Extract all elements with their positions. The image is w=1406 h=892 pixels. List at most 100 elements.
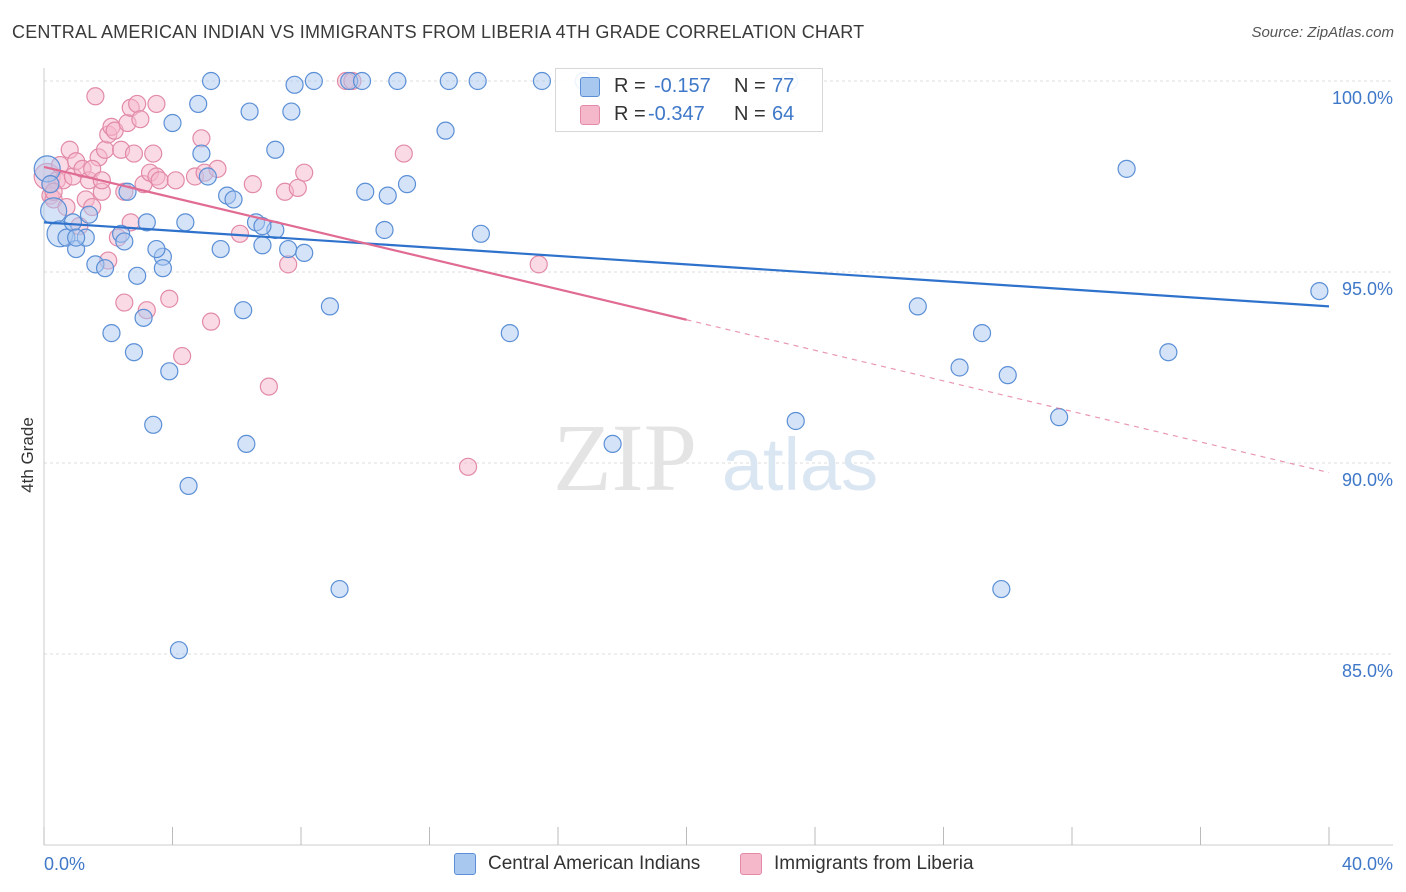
point-central-american-indians-10	[102, 324, 121, 343]
point-central-american-indians-37	[253, 236, 272, 255]
point-central-american-indians-21	[160, 362, 179, 381]
point-central-american-indians-54	[439, 71, 458, 91]
point-immigrants-liberia-38	[147, 94, 166, 114]
point-immigrants-liberia-40	[160, 289, 179, 308]
trend-line-immigrants-liberia	[43, 165, 687, 321]
point-immigrants-liberia-36	[144, 144, 163, 163]
legend-swatch-blue	[580, 77, 600, 97]
point-central-american-indians-28	[198, 167, 217, 186]
point-central-american-indians-66	[972, 324, 992, 343]
point-central-american-indians-50	[375, 220, 394, 240]
point-central-american-indians-70	[1117, 159, 1136, 178]
legend-r-label-pink: R =	[614, 103, 646, 125]
legend-r-label-blue: R =	[614, 75, 646, 97]
point-central-american-indians-46	[330, 579, 349, 599]
point-central-american-indians-20	[153, 259, 172, 278]
point-central-american-indians-53	[397, 175, 417, 194]
x-tick-label-1: 40.0%	[1342, 854, 1393, 874]
y-tick-label-3: 85.0%	[1342, 661, 1393, 681]
watermark-zip: ZIP	[553, 404, 697, 511]
trend-layer	[43, 165, 1330, 474]
point-central-american-indians-72	[1310, 282, 1329, 301]
point-immigrants-liberia-44	[192, 129, 211, 148]
point-immigrants-liberia-53	[288, 178, 307, 198]
y-tick-label-2: 90.0%	[1342, 470, 1393, 490]
point-central-american-indians-15	[128, 266, 147, 285]
point-central-american-indians-44	[304, 71, 323, 91]
point-central-american-indians-9	[95, 259, 115, 278]
point-central-american-indians-35	[240, 102, 259, 121]
point-immigrants-liberia-30	[124, 144, 144, 163]
point-immigrants-liberia-49	[243, 175, 262, 194]
watermark: ZIP atlas	[553, 404, 878, 511]
point-immigrants-liberia-52	[279, 255, 298, 274]
point-immigrants-liberia-32	[131, 110, 150, 129]
point-central-american-indians-75	[147, 239, 166, 259]
point-central-american-indians-58	[500, 324, 519, 343]
point-immigrants-liberia-58	[458, 457, 478, 476]
bottom-legend-swatch-blue	[454, 853, 476, 875]
trend-line-central-american-indians	[43, 221, 1330, 308]
axes-layer	[43, 68, 1393, 846]
bottom-legend-pink: Immigrants from Liberia	[740, 851, 974, 877]
point-central-american-indians-56	[468, 71, 487, 91]
source-label: Source: ZipAtlas.com	[1251, 24, 1394, 41]
chart-title: CENTRAL AMERICAN INDIAN VS IMMIGRANTS FR…	[12, 22, 865, 42]
point-central-american-indians-17	[137, 213, 156, 232]
tick-labels-layer: 100.0% 95.0% 90.0% 85.0% 0.0% 40.0%	[44, 88, 1393, 874]
point-immigrants-liberia-18	[95, 140, 115, 159]
point-central-american-indians-7	[79, 205, 99, 224]
point-central-american-indians-24	[176, 213, 195, 232]
point-immigrants-liberia-57	[394, 144, 413, 163]
point-central-american-indians-71	[1159, 343, 1178, 362]
point-central-american-indians-18	[144, 415, 163, 434]
correlation-legend: R = -0.157 N = 77 R = -0.347 N = 64	[555, 68, 823, 132]
point-central-american-indians-14	[124, 343, 144, 362]
bottom-legend-label-pink: Immigrants from Liberia	[774, 853, 974, 874]
point-central-american-indians-23	[169, 641, 189, 660]
point-central-american-indians-76	[253, 217, 272, 236]
point-central-american-indians-59	[532, 71, 552, 91]
point-central-american-indians-16	[134, 308, 153, 327]
point-immigrants-liberia-39	[150, 171, 169, 190]
point-central-american-indians-65	[950, 358, 969, 377]
point-central-american-indians-67	[992, 579, 1011, 599]
point-central-american-indians-45	[320, 297, 340, 316]
point-central-american-indians-41	[282, 102, 301, 121]
point-central-american-indians-26	[189, 94, 208, 114]
legend-r-value-blue: -0.157	[654, 75, 711, 97]
point-central-american-indians-68	[998, 366, 1017, 385]
point-central-american-indians-48	[352, 71, 372, 91]
bottom-legend-blue: Central American Indians	[454, 851, 700, 877]
legend-r-value-pink: -0.347	[648, 103, 705, 125]
point-immigrants-liberia-41	[166, 171, 185, 190]
point-central-american-indians-69	[1050, 408, 1069, 427]
point-immigrants-liberia-54	[295, 163, 314, 182]
point-central-american-indians-25	[179, 476, 198, 496]
point-central-american-indians-22	[163, 113, 182, 133]
point-immigrants-liberia-15	[86, 87, 105, 106]
y-tick-label-0: 100.0%	[1332, 88, 1393, 108]
point-central-american-indians-39	[266, 140, 285, 159]
point-immigrants-liberia-26	[115, 293, 134, 312]
point-central-american-indians-34	[237, 434, 256, 453]
point-immigrants-liberia-31	[128, 94, 147, 114]
point-central-american-indians-64	[908, 297, 927, 316]
grid-layer	[44, 80, 1393, 655]
legend-n-value-pink: 64	[772, 103, 795, 125]
point-immigrants-liberia-46	[201, 312, 221, 331]
point-immigrants-liberia-59	[529, 255, 548, 274]
legend-swatch-pink	[580, 105, 600, 125]
point-central-american-indians-52	[388, 71, 407, 91]
point-central-american-indians-1	[40, 197, 68, 225]
point-central-american-indians-32	[224, 190, 243, 209]
point-central-american-indians-30	[211, 239, 230, 259]
point-central-american-indians-42	[285, 75, 304, 94]
point-central-american-indians-63	[786, 411, 805, 431]
point-central-american-indians-43	[295, 243, 314, 262]
points-layer	[33, 71, 1329, 660]
bottom-legend-swatch-pink	[740, 853, 762, 875]
point-central-american-indians-27	[192, 144, 211, 163]
trend-line-immigrants-liberia-extension	[686, 319, 1330, 474]
